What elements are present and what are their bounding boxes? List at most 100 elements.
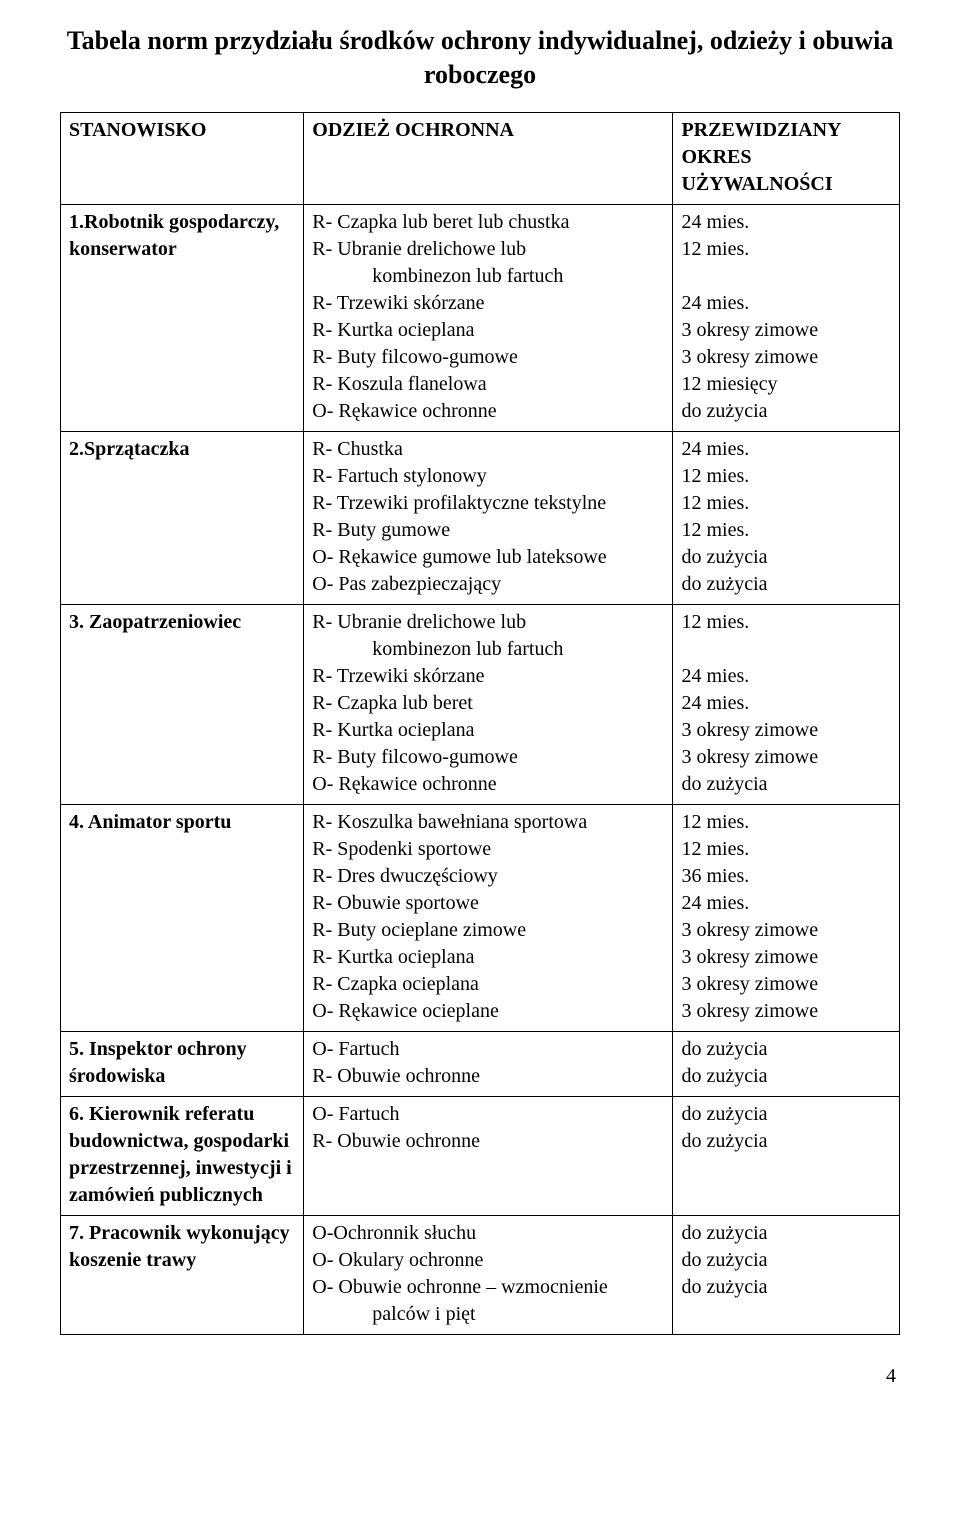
items-cell: O- FartuchR- Obuwie ochronne (304, 1031, 673, 1096)
list-item: R- Fartuch stylonowy (312, 463, 664, 490)
list-item: 12 mies. (681, 463, 891, 490)
page-number: 4 (60, 1365, 900, 1388)
position-cell: 6. Kierownik referatu budownictwa, gospo… (61, 1096, 304, 1215)
list-item: R- Kurtka ocieplana (312, 717, 664, 744)
list-item: R- Kurtka ocieplana (312, 317, 664, 344)
duration-cell: 24 mies.12 mies. 24 mies.3 okresy zimowe… (673, 204, 900, 431)
list-item: kombinezon lub fartuch (312, 636, 664, 663)
duration-cell: do zużyciado zużycia (673, 1031, 900, 1096)
list-item: O- Obuwie ochronne – wzmocnienie (312, 1274, 664, 1301)
items-cell: R- Czapka lub beret lub chustkaR- Ubrani… (304, 204, 673, 431)
list-item: 12 mies. (681, 517, 891, 544)
list-item: O- Rękawice gumowe lub lateksowe (312, 544, 664, 571)
list-item: 24 mies. (681, 663, 891, 690)
list-item (681, 263, 891, 290)
duration-cell: 24 mies.12 mies.12 mies.12 mies.do zużyc… (673, 431, 900, 604)
items-cell: O- FartuchR- Obuwie ochronne (304, 1096, 673, 1215)
list-item: R- Buty ocieplane zimowe (312, 917, 664, 944)
list-item: R- Chustka (312, 436, 664, 463)
position-cell: 1.Robotnik gospodarczy, konserwator (61, 204, 304, 431)
list-item: 24 mies. (681, 690, 891, 717)
duration-cell: do zużyciado zużyciado zużycia (673, 1215, 900, 1334)
list-item: 24 mies. (681, 890, 891, 917)
list-item: O- Rękawice ochronne (312, 771, 664, 798)
list-item: O- Rękawice ocieplane (312, 998, 664, 1025)
list-item: O- Fartuch (312, 1036, 664, 1063)
list-item: R- Czapka lub beret lub chustka (312, 209, 664, 236)
list-item: 3 okresy zimowe (681, 344, 891, 371)
list-item: O- Pas zabezpieczający (312, 571, 664, 598)
list-item: R- Koszula flanelowa (312, 371, 664, 398)
list-item: R- Obuwie sportowe (312, 890, 664, 917)
list-item: R- Buty gumowe (312, 517, 664, 544)
list-item: R- Spodenki sportowe (312, 836, 664, 863)
items-cell: R- Koszulka bawełniana sportowaR- Spoden… (304, 804, 673, 1031)
list-item: R- Czapka lub beret (312, 690, 664, 717)
position-cell: 3. Zaopatrzeniowiec (61, 604, 304, 804)
list-item: 3 okresy zimowe (681, 717, 891, 744)
list-item: 12 mies. (681, 836, 891, 863)
list-item: 3 okresy zimowe (681, 917, 891, 944)
duration-cell: 12 mies.12 mies.36 mies.24 mies.3 okresy… (673, 804, 900, 1031)
list-item: R- Obuwie ochronne (312, 1063, 664, 1090)
list-item: R- Ubranie drelichowe lub (312, 236, 664, 263)
header-stanowisko: STANOWISKO (61, 112, 304, 204)
table-row: 2.SprzątaczkaR- ChustkaR- Fartuch stylon… (61, 431, 900, 604)
list-item: do zużycia (681, 1063, 891, 1090)
list-item: O- Okulary ochronne (312, 1247, 664, 1274)
items-cell: R- Ubranie drelichowe lubkombinezon lub … (304, 604, 673, 804)
list-item: do zużycia (681, 1247, 891, 1274)
list-item: do zużycia (681, 771, 891, 798)
list-item (681, 636, 891, 663)
list-item: kombinezon lub fartuch (312, 263, 664, 290)
list-item: R- Koszulka bawełniana sportowa (312, 809, 664, 836)
table-row: 4. Animator sportuR- Koszulka bawełniana… (61, 804, 900, 1031)
list-item: O-Ochronnik słuchu (312, 1220, 664, 1247)
list-item: R- Trzewiki skórzane (312, 290, 664, 317)
list-item: 12 mies. (681, 236, 891, 263)
list-item: 3 okresy zimowe (681, 317, 891, 344)
position-cell: 7. Pracownik wykonujący koszenie trawy (61, 1215, 304, 1334)
list-item: do zużycia (681, 1220, 891, 1247)
list-item: 3 okresy zimowe (681, 944, 891, 971)
document-title: Tabela norm przydziału środków ochrony i… (60, 24, 900, 92)
list-item: R- Obuwie ochronne (312, 1128, 664, 1155)
list-item: 3 okresy zimowe (681, 998, 891, 1025)
position-cell: 5. Inspektor ochrony środowiska (61, 1031, 304, 1096)
list-item: 36 mies. (681, 863, 891, 890)
items-cell: O-Ochronnik słuchuO- Okulary ochronneO- … (304, 1215, 673, 1334)
list-item: 24 mies. (681, 436, 891, 463)
list-item (681, 1301, 891, 1328)
list-item: 12 mies. (681, 490, 891, 517)
list-item: do zużycia (681, 1101, 891, 1128)
duration-cell: 12 mies. 24 mies.24 mies.3 okresy zimowe… (673, 604, 900, 804)
list-item: 12 miesięcy (681, 371, 891, 398)
list-item: do zużycia (681, 398, 891, 425)
table-row: 3. ZaopatrzeniowiecR- Ubranie drelichowe… (61, 604, 900, 804)
position-cell: 4. Animator sportu (61, 804, 304, 1031)
list-item: palców i pięt (312, 1301, 664, 1328)
list-item: 3 okresy zimowe (681, 744, 891, 771)
allocation-table: STANOWISKO ODZIEŻ OCHRONNA PRZEWIDZIANY … (60, 112, 900, 1335)
list-item: O- Rękawice ochronne (312, 398, 664, 425)
list-item: 3 okresy zimowe (681, 971, 891, 998)
list-item: do zużycia (681, 1128, 891, 1155)
list-item: R- Kurtka ocieplana (312, 944, 664, 971)
list-item: R- Buty filcowo-gumowe (312, 344, 664, 371)
table-header-row: STANOWISKO ODZIEŻ OCHRONNA PRZEWIDZIANY … (61, 112, 900, 204)
list-item: do zużycia (681, 571, 891, 598)
table-row: 6. Kierownik referatu budownictwa, gospo… (61, 1096, 900, 1215)
duration-cell: do zużyciado zużycia (673, 1096, 900, 1215)
list-item: O- Fartuch (312, 1101, 664, 1128)
list-item: 24 mies. (681, 290, 891, 317)
list-item: do zużycia (681, 1036, 891, 1063)
list-item: R- Czapka ocieplana (312, 971, 664, 998)
items-cell: R- ChustkaR- Fartuch stylonowyR- Trzewik… (304, 431, 673, 604)
position-cell: 2.Sprzątaczka (61, 431, 304, 604)
list-item: R- Buty filcowo-gumowe (312, 744, 664, 771)
list-item: R- Trzewiki skórzane (312, 663, 664, 690)
list-item: do zużycia (681, 544, 891, 571)
list-item: R- Ubranie drelichowe lub (312, 609, 664, 636)
header-odziez: ODZIEŻ OCHRONNA (304, 112, 673, 204)
list-item: R- Trzewiki profilaktyczne tekstylne (312, 490, 664, 517)
